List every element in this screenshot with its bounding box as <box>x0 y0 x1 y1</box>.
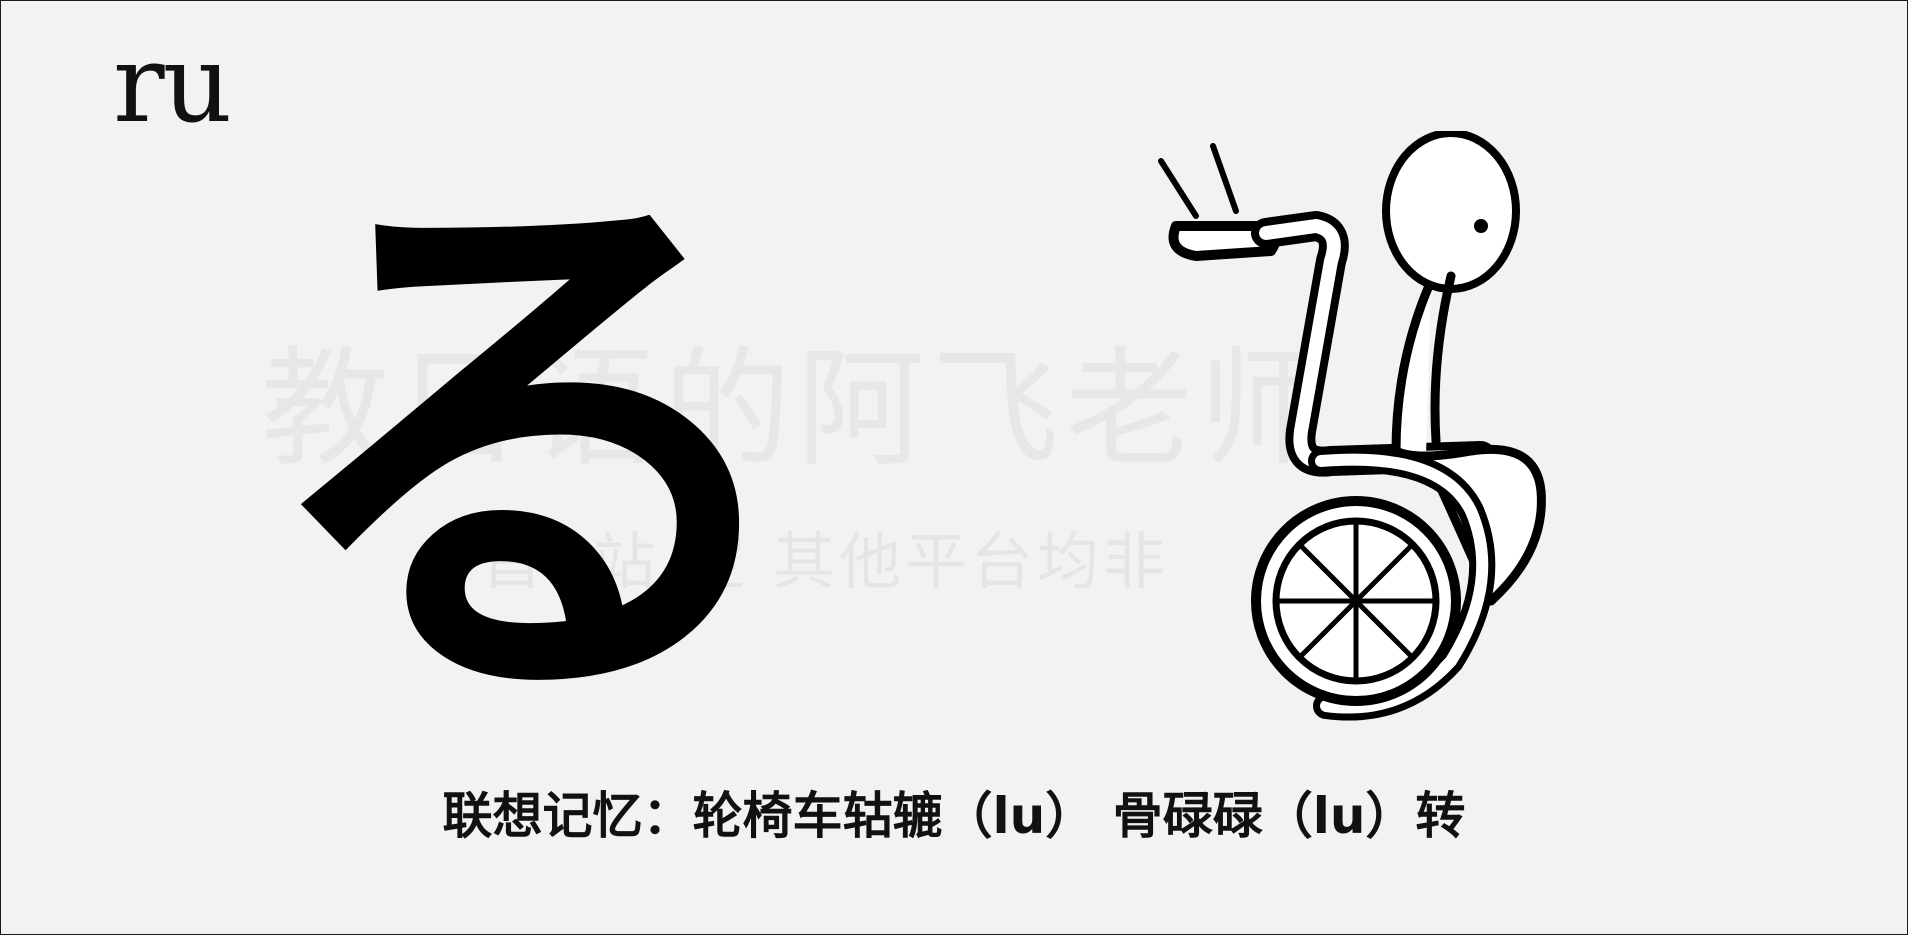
wheelchair-figure-icon <box>1151 129 1571 731</box>
mnemonic-caption: 联想记忆：轮椅车轱辘（lu） 骨碌碌（lu）转 <box>442 787 1466 845</box>
watermark-text: 教日语的阿飞老师 <box>261 346 1661 474</box>
hiragana-character: る <box>251 122 811 780</box>
watermark-subtext: 首B站 定 其他平台均非 <box>481 525 1169 598</box>
romaji-label: ru <box>113 22 232 147</box>
